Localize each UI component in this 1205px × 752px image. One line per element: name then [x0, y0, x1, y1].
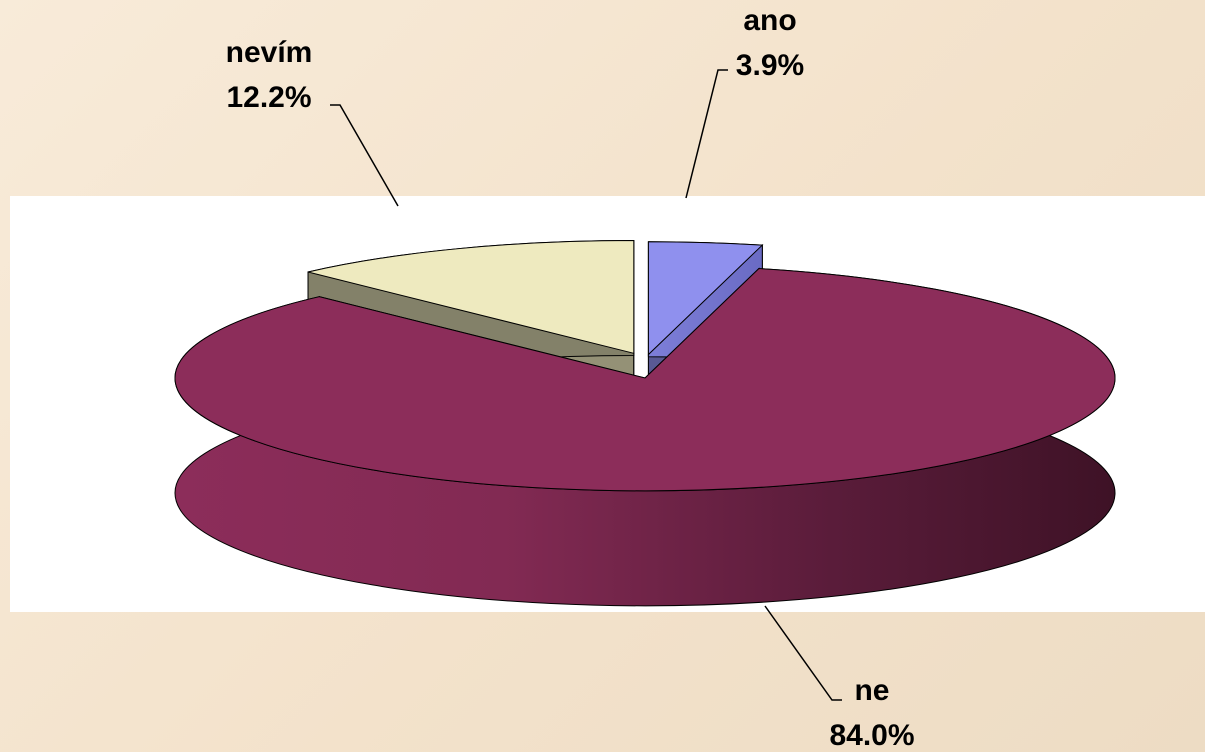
data-label-ano: ano 3.9% — [685, 4, 804, 199]
pie-slice-top-ano — [647, 241, 764, 356]
data-label-value: 3.9% — [736, 49, 804, 82]
data-label-category: ano — [743, 4, 796, 37]
data-label-category: ne — [854, 674, 889, 707]
data-label-value: 12.2% — [226, 81, 311, 114]
data-label-value: 84.0% — [829, 719, 914, 752]
pie-slice-ne — [174, 267, 1116, 607]
leader-line-ne — [764, 605, 842, 701]
pie-slice-top-ne — [174, 268, 1116, 492]
data-label-category: nevím — [226, 36, 313, 69]
leader-line-ano — [685, 69, 728, 199]
pie-slice-top-nevím — [307, 240, 635, 354]
data-label-ne: ne 84.0% — [764, 605, 915, 752]
leader-line-nevím — [330, 104, 399, 207]
data-label-nevím: nevím 12.2% — [226, 36, 399, 207]
